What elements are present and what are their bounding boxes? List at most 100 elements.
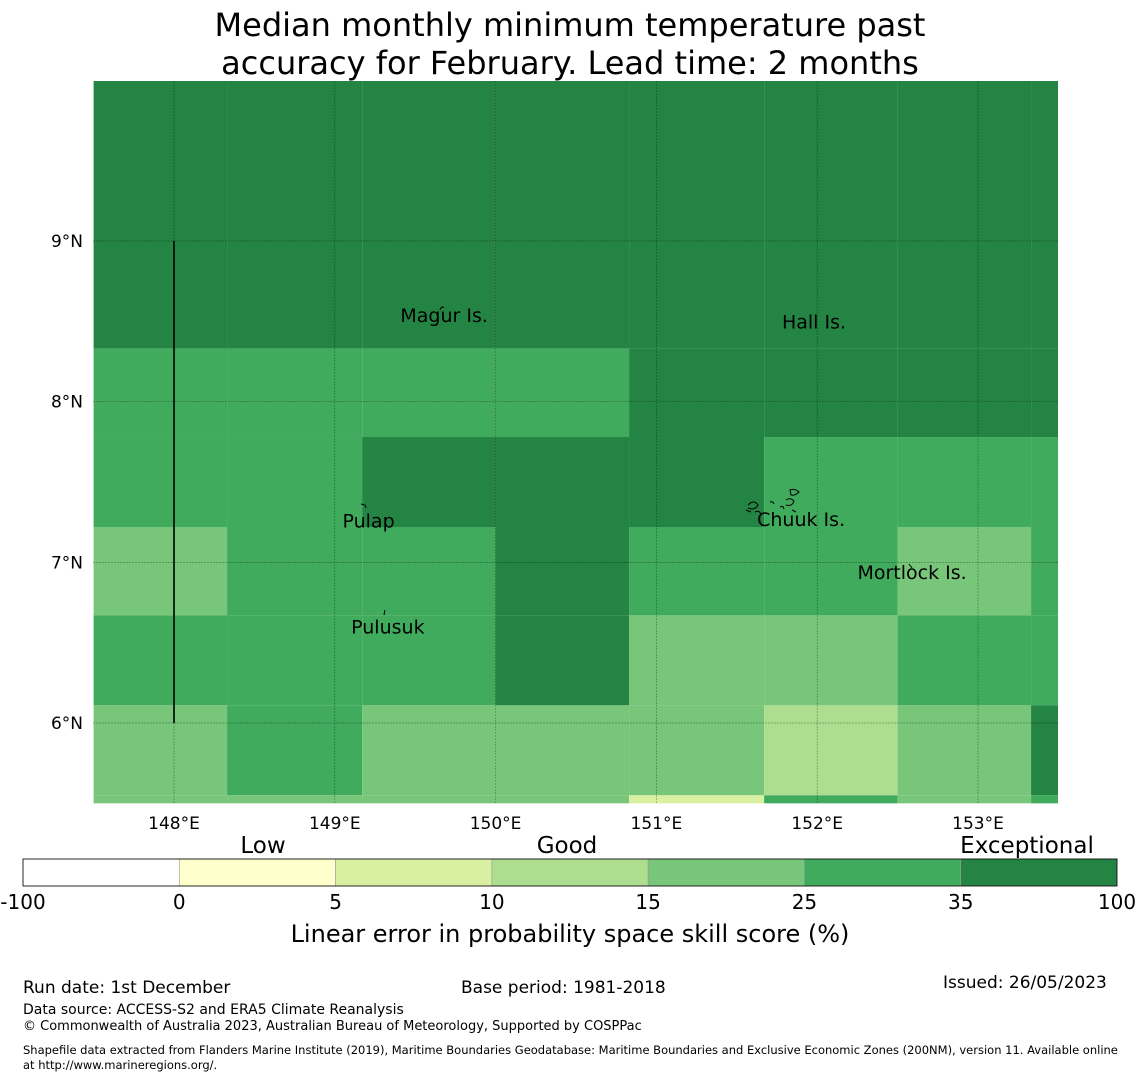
grid-cell <box>227 437 363 527</box>
data-source: Data source: ACCESS-S2 and ERA5 Climate … <box>23 1002 404 1018</box>
colorbar-tick-label: 10 <box>479 890 504 914</box>
grid-cell <box>227 795 363 804</box>
skill-grid <box>93 81 1058 804</box>
colorbar-category-exceptional: Exceptional <box>960 833 1094 859</box>
grid-cell <box>93 526 228 616</box>
colorbar-frame <box>22 858 1118 887</box>
grid-cell <box>495 81 630 349</box>
lat-tick-label: 7°N <box>51 553 83 573</box>
grid-cell <box>1031 795 1058 804</box>
grid-cell <box>1031 526 1058 616</box>
grid-cell <box>227 615 363 706</box>
grid-cell <box>495 526 630 616</box>
place-label: Mortlock Is. <box>857 562 966 584</box>
run-date: Run date: 1st December <box>23 978 231 998</box>
colorbar-tick-label: -100 <box>0 890 45 914</box>
grid-cell <box>93 705 228 796</box>
shapefile-credit: Shapefile data extracted from Flanders M… <box>23 1043 1118 1072</box>
grid-cell <box>93 81 228 349</box>
colorbar: -100 0 5 10 15 25 35 100 Low Good Exceptional Linea… <box>0 833 1136 948</box>
grid-cell <box>227 348 363 438</box>
grid-cell <box>897 705 1032 796</box>
grid-cell <box>495 705 630 796</box>
lat-tick-label: 6°N <box>51 714 83 734</box>
issued-date: Issued: 26/05/2023 <box>943 973 1107 993</box>
grid-cell <box>495 615 630 706</box>
grid-cell <box>629 348 765 438</box>
place-label: Chuuk Is. <box>757 509 845 531</box>
grid-cell <box>227 705 363 796</box>
place-labels: Magur Is. Hall Is. Pulap Chuuk Is. Mortlock … <box>342 305 966 639</box>
grid-cell <box>362 348 496 438</box>
colorbar-segment <box>960 858 1118 887</box>
grid-cell <box>897 526 1032 616</box>
lon-tick-label: 153°E <box>952 814 1004 834</box>
colorbar-tick-label: 5 <box>329 890 342 914</box>
grid-cell <box>764 81 898 349</box>
grid-cell <box>93 795 228 804</box>
grid-cell <box>362 526 496 616</box>
grid-cell <box>227 81 363 349</box>
grid-cell <box>764 348 898 438</box>
grid-cell <box>495 795 630 804</box>
place-label: Magur Is. <box>400 305 488 327</box>
colorbar-tick-label: 15 <box>635 890 660 914</box>
grid-cell <box>495 348 630 438</box>
colorbar-segment <box>491 858 649 887</box>
chuuk-lagoon-shape <box>745 488 800 515</box>
lon-tick-label: 152°E <box>791 814 843 834</box>
colorbar-segment <box>335 858 493 887</box>
colorbar-category-good: Good <box>537 833 598 859</box>
grid-cell <box>362 705 496 796</box>
place-label: Hall Is. <box>782 311 846 333</box>
grid-cell <box>362 795 496 804</box>
grid-cell <box>629 705 765 796</box>
lat-tick-label: 8°N <box>51 393 83 413</box>
grid-cell <box>897 615 1032 706</box>
grid-cell <box>629 437 765 527</box>
colorbar-segment <box>647 858 805 887</box>
grid-cell <box>1031 81 1058 349</box>
lon-tick-label: 150°E <box>470 814 522 834</box>
grid-cell <box>93 348 228 438</box>
colorbar-tick-label: 35 <box>948 890 973 914</box>
magur-island-shape <box>439 306 445 311</box>
grid-cell <box>227 526 363 616</box>
grid-cell <box>897 437 1032 527</box>
colorbar-axis-label: Linear error in probability space skill … <box>291 920 850 948</box>
grid-cell <box>629 526 765 616</box>
colorbar-segment <box>804 858 962 887</box>
base-period: Base period: 1981-2018 <box>461 978 666 998</box>
graticule <box>93 81 1058 804</box>
colorbar-category-low: Low <box>240 833 285 859</box>
grid-cell <box>764 705 898 796</box>
mortlock-island-shape <box>908 563 913 569</box>
colorbar-tick-label: 0 <box>173 890 186 914</box>
grid-cell <box>629 795 765 804</box>
lon-tick-label: 151°E <box>631 814 683 834</box>
colorbar-segment <box>22 858 180 887</box>
lat-tick-label: 9°N <box>51 232 83 252</box>
grid-cell <box>495 437 630 527</box>
grid-cell <box>1031 615 1058 706</box>
grid-cell <box>1031 437 1058 527</box>
grid-cell <box>764 526 898 616</box>
grid-cell <box>764 437 898 527</box>
map-title: Median monthly minimum temperature past … <box>0 6 1140 82</box>
pulap-island-shape <box>360 503 367 509</box>
grid-cell <box>897 348 1032 438</box>
grid-cell <box>362 615 496 706</box>
grid-cell <box>897 81 1032 349</box>
colorbar-segment <box>178 858 336 887</box>
grid-cell <box>93 615 228 706</box>
grid-cell <box>629 81 765 349</box>
title-line-1: Median monthly minimum temperature past <box>214 6 926 44</box>
copyright: © Commonwealth of Australia 2023, Austra… <box>23 1019 642 1034</box>
grid-cell <box>629 615 765 706</box>
island-outlines <box>360 306 913 616</box>
lon-tick-label: 148°E <box>148 814 200 834</box>
title-line-2: accuracy for February. Lead time: 2 mont… <box>221 44 919 82</box>
grid-cell <box>897 795 1032 804</box>
place-label: Pulap <box>342 511 394 533</box>
